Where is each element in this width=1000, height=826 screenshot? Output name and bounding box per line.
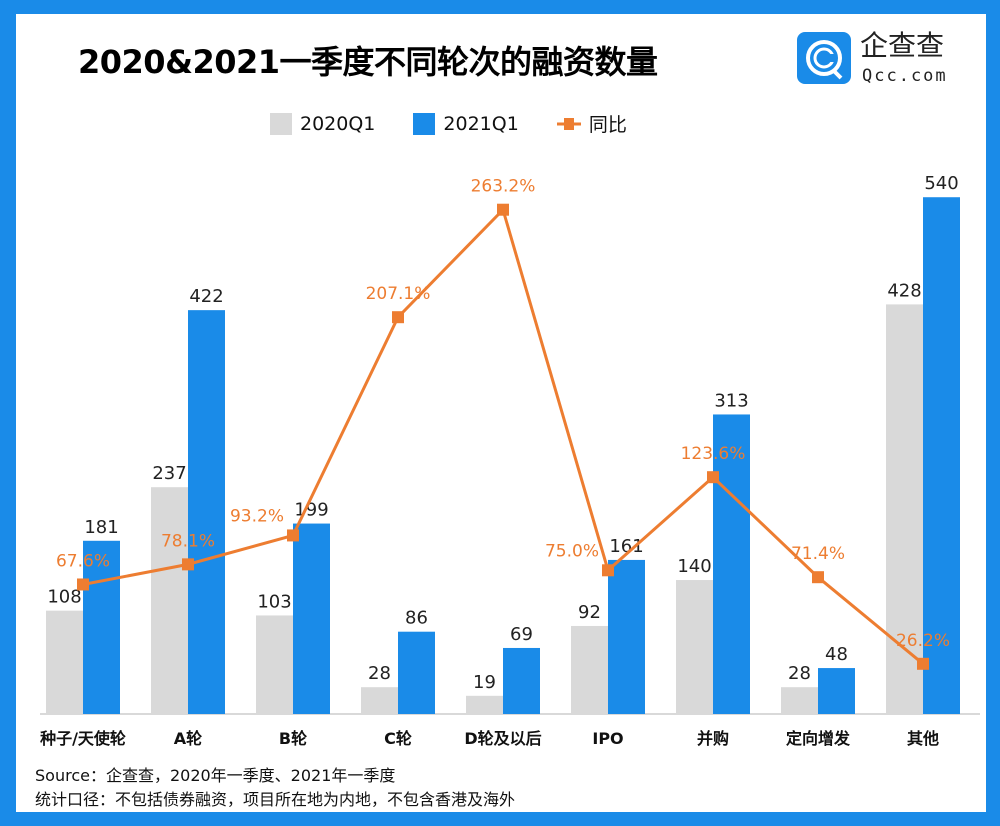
bar-2021	[398, 631, 435, 714]
x-tick-label: 其他	[907, 729, 939, 748]
yoy-marker	[77, 578, 89, 591]
legend-label: 同比	[588, 114, 627, 136]
yoy-marker	[917, 657, 929, 670]
bar-2020	[361, 687, 398, 714]
legend-line-marker-icon	[556, 117, 581, 130]
data-label-2020: 28	[368, 663, 391, 684]
x-tick-label: D轮及以后	[464, 729, 541, 748]
yoy-label: 123.6%	[681, 444, 746, 464]
source-line: Source：企查查，2020年一季度、2021年一季度	[35, 766, 396, 785]
chart-title: 2020&2021一季度不同轮次的融资数量	[78, 43, 658, 81]
yoy-label: 263.2%	[471, 177, 536, 197]
x-tick-label: IPO	[592, 729, 623, 748]
data-label-2020: 92	[578, 602, 601, 623]
legend-swatch	[413, 112, 436, 135]
data-label-2021: 69	[510, 624, 533, 645]
x-tick-label: 定向增发	[785, 729, 851, 748]
yoy-marker	[182, 558, 194, 571]
yoy-label: 26.2%	[896, 631, 950, 651]
legend-item-2021: 2021Q1	[413, 112, 519, 135]
x-tick-label: A轮	[174, 729, 202, 748]
data-label-2021: 161	[609, 536, 643, 557]
data-label-2020: 140	[677, 556, 711, 577]
yoy-label: 78.1%	[161, 531, 215, 551]
bar-2021	[293, 523, 330, 714]
bar-2020	[886, 304, 923, 714]
bar-2020	[256, 615, 293, 714]
bar-2021	[188, 310, 225, 714]
data-label-2021: 48	[825, 644, 848, 665]
bar-2020	[571, 625, 608, 714]
x-tick-label: 并购	[697, 729, 729, 748]
data-label-2020: 108	[47, 587, 81, 608]
data-label-2020: 428	[887, 280, 921, 301]
yoy-label: 67.6%	[56, 551, 110, 571]
yoy-marker	[497, 203, 509, 216]
scope-line: 统计口径：不包括债券融资，项目所在地为内地，不包含香港及海外	[35, 790, 516, 809]
bar-2020	[676, 580, 713, 714]
legend-item-yoy: 同比	[556, 110, 627, 137]
source-note: Source：企查查，2020年一季度、2021年一季度 统计口径：不包括债券融…	[35, 764, 515, 812]
bar-2020	[781, 687, 818, 714]
data-label-2021: 86	[405, 608, 428, 629]
x-tick-label: B轮	[279, 729, 307, 748]
bar-2020	[466, 695, 503, 714]
bar-2021	[83, 540, 120, 714]
data-label-2021: 199	[294, 500, 328, 521]
yoy-marker	[602, 564, 614, 577]
bar-2021	[713, 414, 750, 714]
logo-domain: Qcc.com	[862, 66, 948, 86]
data-label-2020: 28	[788, 663, 811, 684]
data-label-2021: 540	[924, 173, 958, 194]
x-tick-label: 种子/天使轮	[39, 729, 126, 748]
data-label-2021: 313	[714, 390, 748, 411]
yoy-marker	[287, 529, 299, 542]
yoy-label: 207.1%	[366, 284, 431, 304]
bar-2020	[46, 610, 83, 714]
yoy-marker	[707, 471, 719, 484]
data-label-2021: 181	[84, 517, 118, 538]
yoy-label: 71.4%	[791, 544, 845, 564]
legend-swatch	[270, 112, 292, 135]
data-label-2021: 422	[189, 286, 223, 307]
legend: 2020Q1 2021Q1 同比	[270, 110, 627, 137]
data-label-2020: 237	[152, 463, 186, 484]
logo-text: 企查查	[860, 29, 945, 62]
yoy-marker	[812, 571, 824, 584]
yoy-marker	[392, 311, 404, 324]
bar-2021	[608, 559, 645, 714]
legend-item-2020: 2020Q1	[270, 112, 376, 135]
data-label-2020: 19	[473, 672, 496, 693]
bar-2021	[818, 668, 855, 714]
bar-2021	[923, 197, 960, 715]
bar-2020	[151, 487, 188, 714]
yoy-label: 93.2%	[230, 506, 284, 526]
legend-label: 2021Q1	[443, 112, 519, 135]
qcc-logo-icon	[797, 32, 851, 84]
legend-label: 2020Q1	[300, 112, 376, 135]
data-label-2020: 103	[257, 591, 291, 612]
x-tick-label: C轮	[384, 729, 412, 748]
bar-2021	[503, 647, 540, 714]
yoy-label: 75.0%	[545, 541, 599, 561]
